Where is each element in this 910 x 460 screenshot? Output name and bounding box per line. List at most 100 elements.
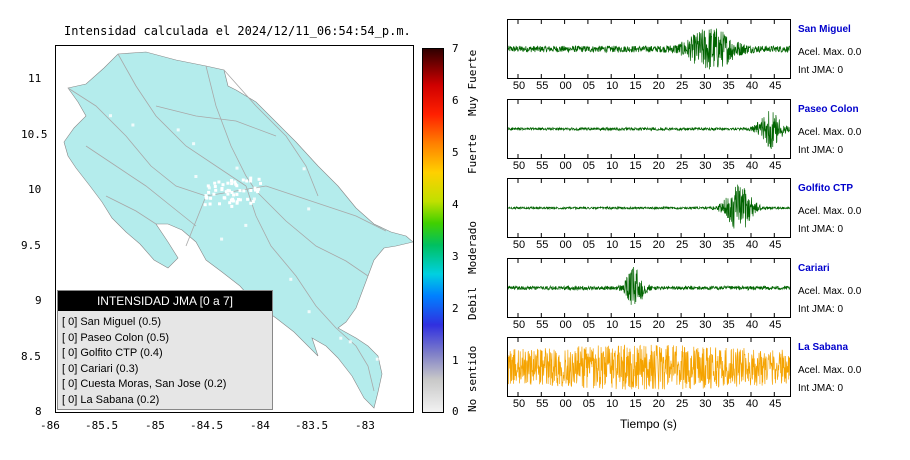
station-point: [213, 185, 217, 188]
legend-title: INTENSIDAD JMA [0 a 7]: [58, 291, 272, 311]
station-point: [249, 176, 253, 180]
station-point: [131, 123, 135, 127]
waveform-panel[interactable]: [507, 258, 791, 318]
colorbar-tick: 1: [452, 354, 459, 367]
station-point: [249, 179, 253, 183]
waveform-panel[interactable]: [507, 178, 791, 238]
station-point: [257, 187, 261, 191]
station-name: La Sabana: [798, 342, 849, 353]
time-tick-label: 55: [536, 398, 549, 410]
station-point: [235, 200, 239, 204]
map-x-tick: -86: [40, 419, 60, 432]
station-point: [246, 197, 250, 201]
intensity-legend: INTENSIDAD JMA [0 a 7] [ 0] San Miguel (…: [57, 290, 273, 410]
station-point: [204, 194, 208, 198]
road: [335, 327, 375, 392]
station-point: [235, 192, 239, 196]
station-point: [252, 197, 256, 201]
waveform-trace: [508, 344, 790, 390]
station-point: [220, 237, 224, 241]
station-point: [203, 203, 207, 207]
colorbar-tick: 2: [452, 302, 459, 315]
map-y-tick: 11: [28, 72, 42, 85]
time-tick-label: 00: [559, 398, 572, 410]
station-point: [214, 188, 218, 192]
time-tick-label: 20: [652, 239, 665, 251]
legend-item: [ 0] Cuesta Moras, San Jose (0.2): [62, 378, 227, 391]
station-max-accel: Acel. Max. 0.0: [798, 286, 862, 297]
road: [155, 105, 277, 137]
station-point: [297, 105, 301, 109]
time-tick-label: 10: [606, 398, 619, 410]
station-point: [218, 202, 221, 206]
station-point: [230, 179, 233, 183]
map-y-tick: 9.5: [21, 239, 41, 252]
station-point: [261, 71, 265, 75]
waveform-panel[interactable]: [507, 19, 791, 79]
road: [265, 185, 387, 232]
station-max-accel: Acel. Max. 0.0: [798, 365, 862, 376]
station-point: [224, 190, 228, 194]
station-jma-intensity: Int JMA: 0: [798, 304, 844, 315]
time-tick-label: 55: [536, 239, 549, 251]
road: [245, 185, 337, 329]
colorbar-label: Debil: [466, 286, 479, 320]
time-tick-label: 00: [559, 80, 572, 92]
colorbar-tick: 4: [452, 198, 459, 211]
station-point: [249, 189, 253, 192]
map-title: Intensidad calculada el 2024/12/11_06:54…: [64, 24, 411, 38]
time-tick-label: 25: [675, 319, 689, 331]
station-point: [230, 204, 234, 208]
station-point: [241, 178, 245, 182]
station-point: [253, 186, 257, 190]
station-jma-intensity: Int JMA: 0: [798, 383, 844, 394]
map-x-tick: -84.5: [190, 419, 224, 432]
station-point: [226, 192, 230, 196]
time-tick-label: 20: [652, 398, 665, 410]
station-point: [363, 330, 367, 334]
map-x-tick: -85.5: [85, 419, 119, 432]
waveform-panel[interactable]: [507, 99, 791, 159]
time-tick-label: 30: [699, 80, 712, 92]
colorbar-tick: 5: [452, 146, 459, 159]
time-tick-label: 00: [559, 160, 572, 172]
time-tick-label: 15: [629, 160, 642, 172]
station-point: [238, 189, 242, 193]
time-tick-label: 25: [675, 239, 689, 251]
time-tick-label: 20: [652, 160, 665, 172]
map-x-tick: -83.5: [295, 419, 329, 432]
station-point: [348, 340, 352, 344]
time-axis-ticks: 50 55 00 05 10 15 20 25 30 35 40 45: [507, 319, 789, 333]
station-point: [244, 223, 248, 227]
station-point: [256, 190, 260, 194]
map-x-tick: -83: [355, 419, 375, 432]
station-max-accel: Acel. Max. 0.0: [798, 127, 862, 138]
legend-item: [ 0] San Miguel (0.5): [62, 316, 162, 328]
time-tick-label: 00: [559, 319, 572, 331]
time-tick-label: 30: [699, 319, 712, 331]
station-point: [289, 277, 293, 281]
station-point: [238, 198, 242, 202]
station-max-accel: Acel. Max. 0.0: [798, 47, 862, 58]
station-point: [230, 182, 234, 186]
time-tick-label: 50: [512, 160, 526, 172]
colorbar-tick: 7: [452, 42, 459, 55]
time-tick-label: 45: [769, 239, 782, 251]
time-tick-label: 20: [652, 80, 665, 92]
time-tick-label: 40: [745, 319, 759, 331]
station-point: [233, 180, 237, 184]
road-network: [67, 53, 387, 392]
map-y-tick: 10.5: [21, 128, 48, 141]
waveform-trace: [508, 111, 790, 149]
station-point: [237, 198, 240, 201]
station-point: [205, 196, 209, 200]
time-tick-label: 10: [606, 319, 619, 331]
waveform-panel[interactable]: [507, 337, 791, 397]
waveform-trace: [508, 184, 790, 229]
time-tick-label: 30: [699, 239, 712, 251]
time-tick-label: 35: [722, 80, 735, 92]
time-tick-label: 50: [512, 80, 526, 92]
station-point: [207, 190, 211, 194]
station-point: [375, 357, 379, 361]
station-name: Golfito CTP: [798, 183, 853, 194]
